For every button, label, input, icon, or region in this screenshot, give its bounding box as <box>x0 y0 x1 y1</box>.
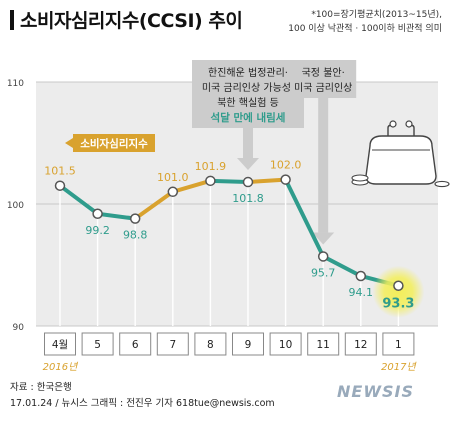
wallet-clasp-ball-left <box>389 120 397 128</box>
data-point <box>129 213 141 224</box>
value-label: 95.7 <box>311 266 336 279</box>
annotation-arrow-head <box>312 232 335 245</box>
year-label: 2017년 <box>381 361 417 373</box>
source-line-1: 자료 : 한국은행 <box>10 382 72 393</box>
x-axis: 4월 5 6 7 8 9 10 11 12 1 2016년 2017년 <box>43 332 418 373</box>
data-point <box>317 251 329 262</box>
series-line <box>58 177 401 288</box>
series-segment <box>283 177 326 259</box>
legend-pointer <box>65 138 73 148</box>
y-tick-label: 90 <box>13 323 25 333</box>
series-segment <box>58 183 100 216</box>
note-line-1: *100=장기평균치(2013~15년), <box>311 10 442 20</box>
data-point <box>242 176 254 188</box>
x-tick-box <box>382 332 415 356</box>
x-tick-label: 8 <box>207 339 214 351</box>
x-tick-box <box>307 332 340 356</box>
x-tick-box <box>119 332 152 356</box>
x-tick-box <box>194 332 227 356</box>
annotation-box <box>290 60 357 98</box>
annotation-text: 미국 금리인상 가능성· <box>202 82 294 94</box>
wallet-illustration <box>351 120 450 188</box>
series-segment <box>133 189 175 221</box>
x-tick-box <box>232 332 264 356</box>
value-label: 101.5 <box>44 165 76 178</box>
data-point <box>54 180 66 191</box>
value-label: 94.1 <box>349 286 374 299</box>
data-point <box>355 270 367 282</box>
series-segment <box>170 178 213 194</box>
annotation-arrow-head <box>237 158 259 171</box>
annotation-text: 국정 불안· <box>302 67 345 79</box>
x-tick-label: 5 <box>94 339 101 351</box>
x-tick-label: 4월 <box>52 339 68 351</box>
x-tick-label: 6 <box>132 339 139 351</box>
annotation-emphasis: 석달 만에 내림세 <box>211 111 286 124</box>
data-point <box>205 175 216 187</box>
value-label: 99.2 <box>85 224 110 237</box>
annotation-box <box>192 60 304 128</box>
x-tick-label: 12 <box>354 339 367 351</box>
value-label: 101.0 <box>157 171 189 184</box>
series-segment <box>208 178 250 185</box>
x-tick-box <box>156 332 189 356</box>
series-segment <box>246 177 288 185</box>
x-tick-box <box>269 332 302 356</box>
x-tick-box <box>344 332 377 356</box>
value-label: 98.8 <box>123 229 148 242</box>
chart-title: 소비자심리지수(CCSI) 추이 <box>10 6 243 33</box>
data-points <box>54 174 425 318</box>
wallet-body <box>365 135 437 185</box>
data-point <box>393 280 404 291</box>
series-segment <box>95 211 138 221</box>
value-label: 101.9 <box>195 160 227 173</box>
x-tick-box <box>81 332 114 356</box>
source-line-2: 17.01.24 / 뉴시스 그래픽 : 전진우 기자 618tue@newsi… <box>10 398 275 409</box>
x-tick-label: 7 <box>169 339 176 351</box>
coin-2 <box>351 174 369 182</box>
x-tick-label: 10 <box>279 339 292 351</box>
y-tick-label: 100 <box>7 201 24 211</box>
legend-label: 소비자심리지수 <box>80 137 148 150</box>
source-block: 자료 : 한국은행 17.01.24 / 뉴시스 그래픽 : 전진우 기자 61… <box>10 380 275 412</box>
annotation-text: 한진해운 법정관리· <box>208 66 288 79</box>
newsis-logo: NEWSIS <box>337 382 414 401</box>
chart-note: *100=장기평균치(2013~15년), 100 이상 낙관적 · 100이하… <box>288 8 442 36</box>
legend-box <box>73 134 155 152</box>
annotation-arrow-stem <box>318 98 329 233</box>
value-label: 102.0 <box>270 159 302 172</box>
series-segment <box>321 254 363 278</box>
annotation-arrow-stem <box>243 128 253 159</box>
x-tick-label: 11 <box>317 339 330 351</box>
annotations: 한진해운 법정관리· 미국 금리인상 가능성· 북한 핵실험 등석달 만에 내림세 국… <box>192 60 357 245</box>
series-legend: 소비자심리지수 <box>65 134 155 152</box>
value-labels: 101.5 99.2 98.8 101.0 101.9 101.8 102.0 95.7 94.… <box>44 159 414 312</box>
year-label: 2016년 <box>43 361 79 373</box>
wallet-clasp-ball-right <box>405 120 413 128</box>
x-tick-label: 1 <box>395 339 402 351</box>
title-bar <box>10 10 14 30</box>
x-tick-label: 9 <box>245 339 252 351</box>
annotation-text: 미국 금리인상 <box>294 82 352 94</box>
note-line-2: 100 이상 낙관적 · 100이하 비관적 의미 <box>288 24 442 34</box>
data-point <box>280 174 291 185</box>
annotation-text: 북한 핵실험 등 <box>217 97 279 109</box>
value-label: 93.3 <box>382 297 414 312</box>
y-tick-label: 110 <box>7 79 24 89</box>
x-tick-box <box>44 332 76 356</box>
coin-3 <box>434 180 450 188</box>
highlight-glow <box>372 265 425 318</box>
value-label: 101.8 <box>232 192 264 205</box>
title-text: 소비자심리지수(CCSI) 추이 <box>20 10 243 32</box>
data-point <box>92 208 103 220</box>
data-point <box>167 186 179 198</box>
